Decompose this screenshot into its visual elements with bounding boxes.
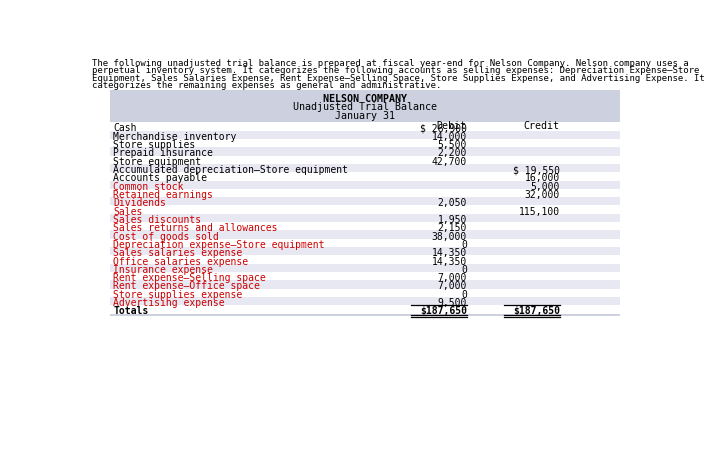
Text: $187,650: $187,650 xyxy=(513,307,560,316)
Text: Insurance expense: Insurance expense xyxy=(113,265,213,275)
Text: 2,150: 2,150 xyxy=(437,223,467,233)
Text: 0: 0 xyxy=(461,290,467,300)
Text: 115,100: 115,100 xyxy=(519,207,560,217)
Bar xyxy=(111,297,620,305)
Bar xyxy=(111,255,620,264)
Text: Cost of goods sold: Cost of goods sold xyxy=(113,231,219,242)
Text: The following unadjusted trial balance is prepared at fiscal year-end for Nelson: The following unadjusted trial balance i… xyxy=(92,59,689,68)
Text: $187,650: $187,650 xyxy=(420,307,467,316)
Text: Store supplies expense: Store supplies expense xyxy=(113,290,242,300)
Text: Sales returns and allowances: Sales returns and allowances xyxy=(113,223,278,233)
Text: Common stock: Common stock xyxy=(113,182,184,192)
Bar xyxy=(111,189,620,197)
Text: January 31: January 31 xyxy=(335,111,395,121)
Bar xyxy=(111,172,620,181)
Bar xyxy=(111,181,620,189)
Text: Store supplies: Store supplies xyxy=(113,140,196,150)
Text: 14,350: 14,350 xyxy=(432,256,467,266)
Text: 2,200: 2,200 xyxy=(437,148,467,159)
Text: 16,000: 16,000 xyxy=(525,173,560,183)
Bar xyxy=(111,280,620,289)
Bar xyxy=(111,206,620,214)
Text: perpetual inventory system. It categorizes the following accounts as selling exp: perpetual inventory system. It categoriz… xyxy=(92,66,700,76)
Text: 32,000: 32,000 xyxy=(525,190,560,200)
Bar xyxy=(111,230,620,239)
Bar xyxy=(111,289,620,297)
Text: 0: 0 xyxy=(461,265,467,275)
Bar xyxy=(111,139,620,147)
Text: Accounts payable: Accounts payable xyxy=(113,173,208,183)
Text: Office salaries expense: Office salaries expense xyxy=(113,256,249,266)
Bar xyxy=(111,155,620,164)
Text: Depreciation expense–Store equipment: Depreciation expense–Store equipment xyxy=(113,240,325,250)
Text: Sales salaries expense: Sales salaries expense xyxy=(113,248,242,258)
Text: Rent expense–Selling space: Rent expense–Selling space xyxy=(113,273,266,283)
Bar xyxy=(111,90,620,316)
Text: 38,000: 38,000 xyxy=(432,231,467,242)
Bar xyxy=(111,264,620,272)
Bar xyxy=(111,147,620,155)
Text: 7,000: 7,000 xyxy=(437,282,467,291)
Bar xyxy=(111,214,620,222)
Bar xyxy=(111,222,620,230)
Text: 2,050: 2,050 xyxy=(437,198,467,208)
Bar xyxy=(111,164,620,172)
Text: Store equipment: Store equipment xyxy=(113,157,201,167)
Text: Equipment, Sales Salaries Expense, Rent Expense—Selling Space, Store Supplies Ex: Equipment, Sales Salaries Expense, Rent … xyxy=(92,74,705,83)
Text: Retained earnings: Retained earnings xyxy=(113,190,213,200)
Text: Sales discounts: Sales discounts xyxy=(113,215,201,225)
Bar xyxy=(111,122,620,130)
Text: $ 19,550: $ 19,550 xyxy=(513,165,560,175)
Text: Dividends: Dividends xyxy=(113,198,167,208)
Text: 1,950: 1,950 xyxy=(437,215,467,225)
Bar xyxy=(111,247,620,255)
Text: 0: 0 xyxy=(461,240,467,250)
Text: 14,000: 14,000 xyxy=(432,132,467,142)
Text: 42,700: 42,700 xyxy=(432,157,467,167)
Text: $ 26,900: $ 26,900 xyxy=(420,124,467,134)
Text: 9,500: 9,500 xyxy=(437,298,467,308)
Text: Unadjusted Trial Balance: Unadjusted Trial Balance xyxy=(293,102,437,112)
Bar xyxy=(111,197,620,206)
Text: 5,000: 5,000 xyxy=(530,182,560,192)
Text: 7,000: 7,000 xyxy=(437,273,467,283)
Text: Credit: Credit xyxy=(524,121,560,131)
Text: Prepaid insurance: Prepaid insurance xyxy=(113,148,213,159)
Text: Debit: Debit xyxy=(437,121,467,131)
Bar xyxy=(111,130,620,139)
Bar xyxy=(111,272,620,280)
Text: 14,350: 14,350 xyxy=(432,248,467,258)
Text: Sales: Sales xyxy=(113,207,143,217)
Text: Cash: Cash xyxy=(113,124,137,134)
Text: Merchandise inventory: Merchandise inventory xyxy=(113,132,237,142)
Text: Totals: Totals xyxy=(113,307,149,316)
Text: 5,500: 5,500 xyxy=(437,140,467,150)
Text: categorizes the remaining expenses as general and administrative.: categorizes the remaining expenses as ge… xyxy=(92,81,442,90)
Text: Advertising expense: Advertising expense xyxy=(113,298,225,308)
Text: Rent expense–Office space: Rent expense–Office space xyxy=(113,282,260,291)
Text: NELSON COMPANY: NELSON COMPANY xyxy=(323,94,407,104)
Text: Accumulated depreciation–Store equipment: Accumulated depreciation–Store equipment xyxy=(113,165,348,175)
Bar xyxy=(111,239,620,247)
Bar xyxy=(111,305,620,313)
